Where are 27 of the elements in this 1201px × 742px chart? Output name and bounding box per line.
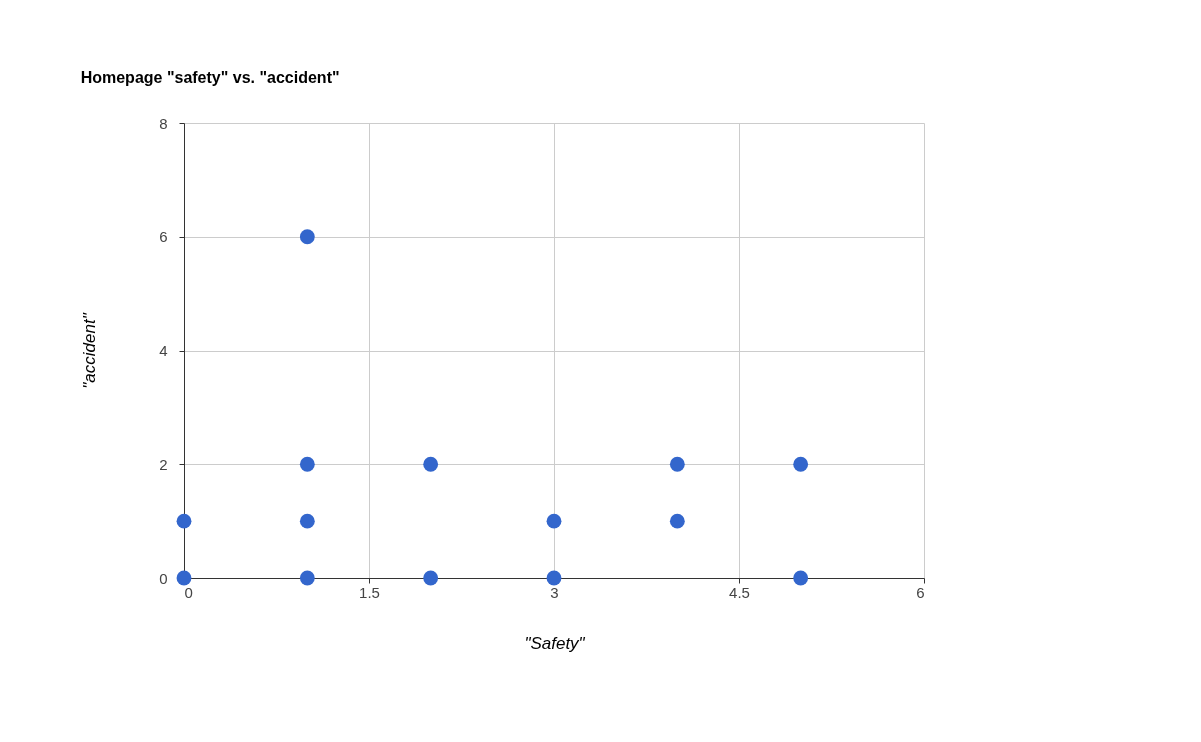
point — [546, 513, 562, 529]
y-tick-label: 0 — [159, 569, 168, 587]
x-tick-label: 6 — [916, 583, 925, 601]
point — [423, 570, 439, 586]
point — [546, 570, 562, 586]
y-axis-title: "accident" — [80, 312, 100, 389]
point — [299, 456, 315, 472]
y-tick-label: 4 — [159, 342, 168, 359]
point — [423, 456, 439, 472]
x-tick-label: 3 — [550, 583, 559, 601]
y-tick-label: 6 — [159, 228, 168, 246]
x-tick-label: 0 — [184, 583, 193, 601]
y-tick-label: 2 — [159, 455, 168, 473]
point — [669, 456, 685, 472]
point — [176, 570, 192, 586]
point — [793, 456, 809, 472]
point — [793, 570, 809, 586]
point — [299, 513, 315, 529]
point — [669, 513, 685, 529]
x-tick-label: 1.5 — [359, 583, 380, 601]
y-tick-label: 8 — [159, 114, 168, 132]
x-tick-label: 4.5 — [729, 583, 750, 601]
chart-title: Homepage "safety" vs. "accident" — [80, 69, 340, 86]
x-axis-title: "Safety" — [524, 633, 586, 653]
point — [176, 513, 192, 529]
point — [299, 229, 315, 245]
point — [299, 570, 315, 586]
